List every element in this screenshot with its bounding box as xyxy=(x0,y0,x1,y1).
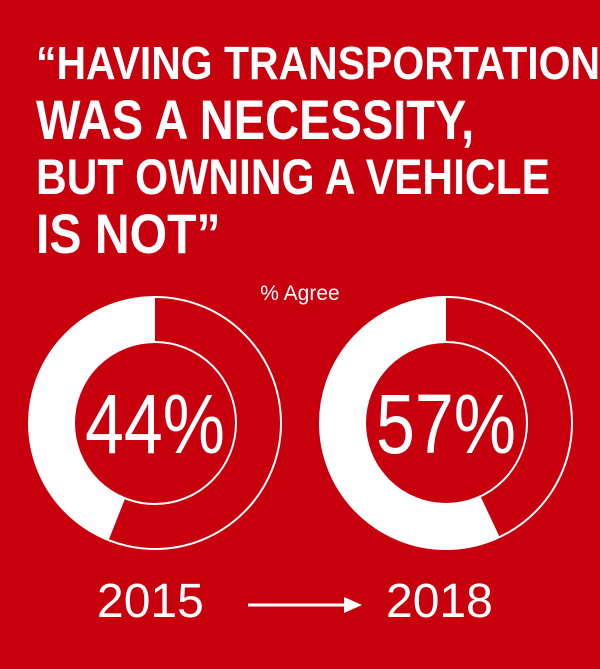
year-label-2015: 2015 xyxy=(97,575,204,628)
headline-line-3: BUT OWNING A VEHICLE xyxy=(36,149,550,205)
year-label-2018: 2018 xyxy=(386,575,493,628)
headline-line-2: WAS A NECESSITY, xyxy=(36,88,475,151)
donut-segment-2018 xyxy=(319,297,500,549)
headline-line-1: “HAVING TRANSPORTATION xyxy=(36,37,600,89)
headline-line-4: IS NOT” xyxy=(36,202,221,265)
donut-2018: 57% xyxy=(319,296,573,550)
donut-value-label-2018: 57% xyxy=(376,377,516,471)
right-arrow-icon xyxy=(248,597,362,613)
donut-segment-2015 xyxy=(28,297,155,541)
headline: “HAVING TRANSPORTATION WAS A NECESSITY, … xyxy=(36,37,600,265)
donut-value-label-2015: 44% xyxy=(85,377,225,471)
chart-subtitle: % Agree xyxy=(260,282,340,305)
donut-2015: 44% xyxy=(28,296,282,550)
